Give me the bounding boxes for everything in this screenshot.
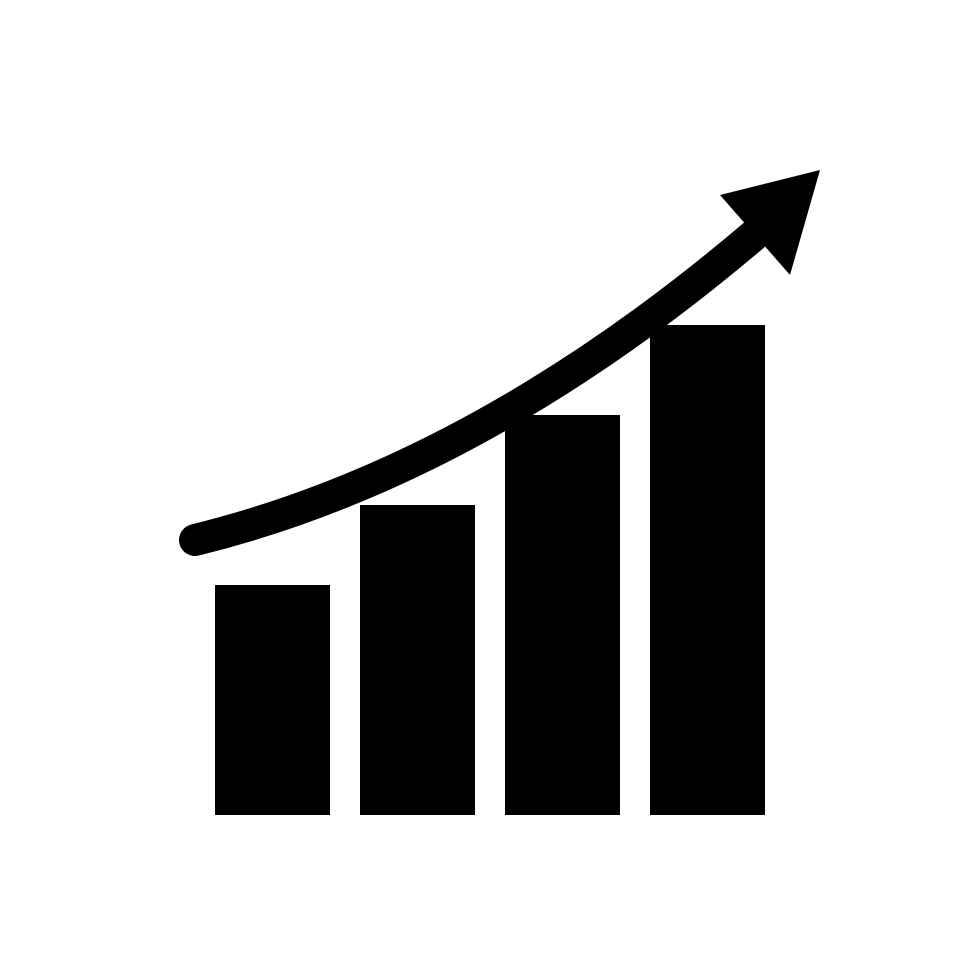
growth-chart-svg (0, 0, 980, 980)
growth-chart-icon (0, 0, 980, 980)
bar-1 (215, 585, 330, 815)
bar-2 (360, 505, 475, 815)
bar-4 (650, 325, 765, 815)
bar-3 (505, 415, 620, 815)
